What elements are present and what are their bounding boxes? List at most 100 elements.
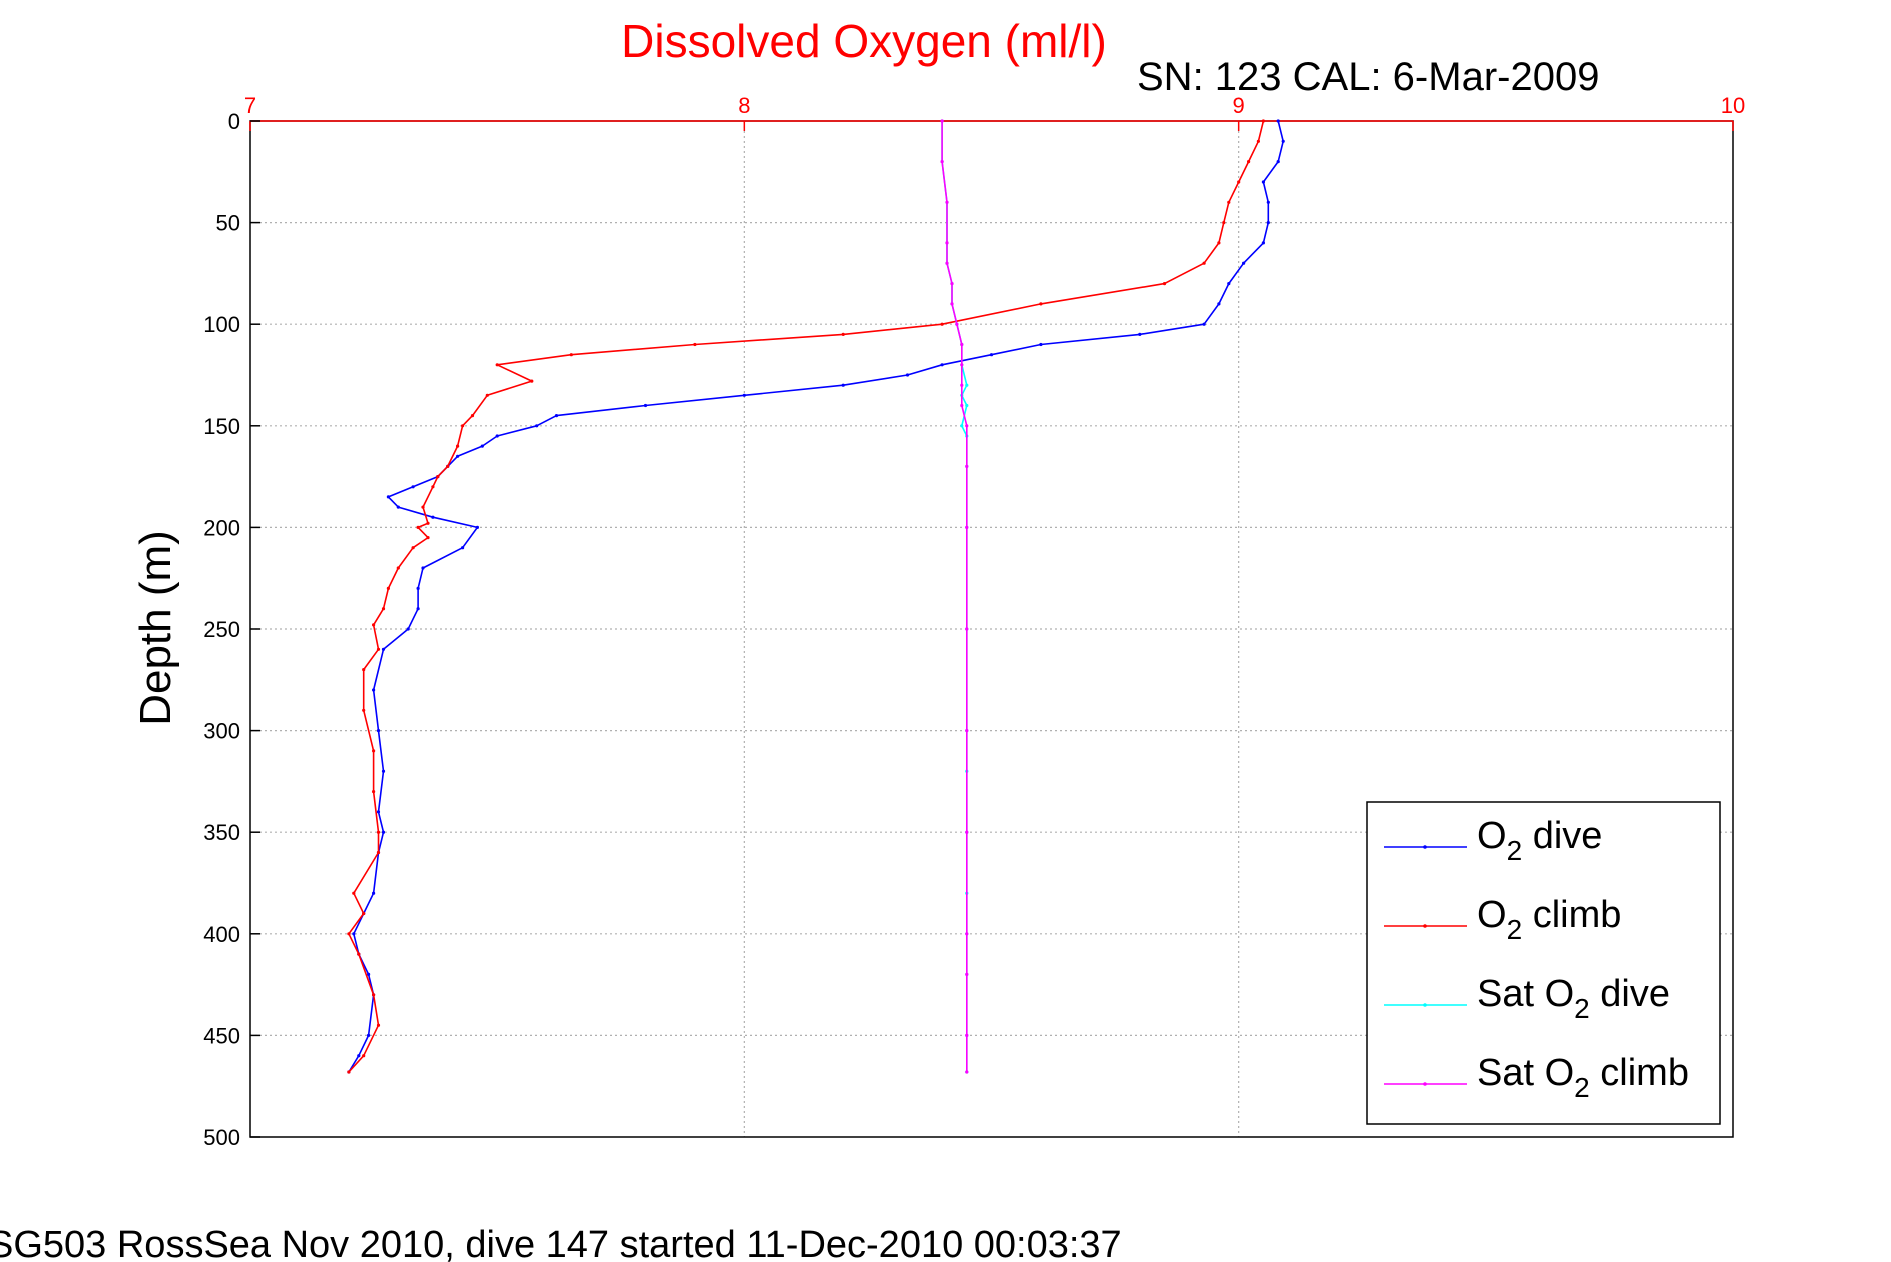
data-point	[376, 850, 381, 855]
data-point	[416, 525, 420, 530]
data-point	[376, 729, 381, 733]
y-tick-label: 100	[203, 312, 240, 337]
data-point	[960, 383, 964, 387]
data-point	[1261, 119, 1265, 123]
data-point	[940, 322, 944, 326]
data-point	[362, 911, 366, 916]
data-point	[386, 495, 390, 499]
legend-item: O2 climb	[1384, 894, 1621, 945]
data-point	[1039, 302, 1043, 306]
data-point	[1202, 322, 1206, 326]
y-tick-label: 150	[203, 414, 240, 439]
series-layer	[347, 119, 1285, 1074]
data-point	[1162, 282, 1167, 286]
data-point	[989, 353, 994, 357]
data-point	[376, 830, 381, 834]
x-tick-label: 7	[244, 93, 256, 118]
data-point	[965, 1033, 969, 1037]
data-point	[446, 464, 450, 468]
data-point	[456, 454, 460, 458]
data-point	[965, 972, 969, 977]
y-tick-label: 0	[228, 109, 240, 134]
data-point	[367, 1033, 371, 1037]
data-point	[1276, 119, 1280, 123]
data-point	[411, 485, 415, 489]
data-point	[1138, 332, 1142, 336]
data-point	[1222, 221, 1226, 225]
data-point	[841, 332, 845, 336]
data-point	[1237, 180, 1241, 184]
data-point	[535, 424, 539, 428]
x-tick-label: 9	[1233, 93, 1245, 118]
data-point	[965, 403, 969, 408]
series-o2-dive	[347, 119, 1285, 1074]
data-point	[693, 342, 697, 347]
data-point	[461, 546, 465, 550]
data-point	[1256, 139, 1260, 143]
x-axis: 7 8 9 10	[244, 93, 1745, 131]
data-point	[362, 708, 366, 712]
data-point	[965, 383, 969, 387]
data-point	[960, 424, 964, 428]
data-point	[965, 627, 969, 631]
data-point	[1261, 180, 1265, 184]
y-tick-label: 250	[203, 617, 240, 642]
data-point	[372, 688, 376, 692]
data-point	[643, 403, 648, 408]
y-tick-label: 350	[203, 820, 240, 845]
data-point	[426, 536, 430, 540]
data-point	[396, 505, 400, 509]
data-point	[436, 475, 440, 479]
x-tick-label: 10	[1721, 93, 1745, 118]
data-point	[1039, 342, 1043, 347]
y-tick-label: 300	[203, 719, 240, 744]
data-point	[960, 403, 964, 408]
data-point	[569, 353, 573, 357]
data-point	[376, 647, 381, 651]
data-point	[372, 993, 376, 997]
data-point	[950, 282, 954, 286]
legend-marker	[1423, 1082, 1427, 1086]
data-point	[1202, 261, 1206, 265]
series-sat-o2-dive	[940, 119, 969, 1074]
data-point	[945, 200, 949, 204]
data-point	[426, 521, 430, 525]
data-point	[1281, 139, 1285, 143]
data-point	[1227, 200, 1231, 204]
data-point	[485, 393, 489, 397]
data-point	[940, 363, 944, 367]
data-point	[480, 444, 484, 448]
y-tick-label: 50	[216, 211, 240, 236]
data-point	[357, 1054, 361, 1058]
data-point	[411, 546, 415, 550]
legend-label: O2 climb	[1477, 894, 1621, 945]
legend-box	[1366, 801, 1721, 1125]
data-point	[431, 515, 435, 519]
data-point	[456, 444, 460, 448]
data-point	[381, 647, 386, 651]
data-point	[1227, 282, 1231, 286]
x-tick-label: 8	[738, 93, 750, 118]
series-o2-climb	[347, 119, 1265, 1074]
data-point	[1217, 241, 1221, 245]
legend-marker	[1423, 845, 1427, 849]
legend-label: Sat O2 dive	[1477, 973, 1670, 1024]
data-point	[495, 363, 499, 367]
data-point	[421, 505, 425, 509]
legend-marker	[1423, 1003, 1427, 1007]
y-tick-label: 200	[203, 515, 240, 540]
legend: O2 dive O2 climb Sat O2 dive Sat O2 climb	[1366, 801, 1721, 1125]
data-point	[386, 586, 390, 591]
chart-title: Dissolved Oxygen (ml/l)	[621, 15, 1107, 67]
data-point	[965, 830, 969, 834]
data-point	[955, 322, 959, 326]
data-point	[950, 302, 954, 306]
data-point	[1242, 261, 1246, 265]
data-point	[376, 1023, 381, 1027]
chart-subtitle: SN: 123 CAL: 6-Mar-2009	[1137, 55, 1599, 99]
legend-item: Sat O2 climb	[1384, 1052, 1689, 1103]
y-tick-label: 400	[203, 922, 240, 947]
data-point	[1266, 221, 1270, 225]
series-sat-o2-climb	[940, 119, 969, 1074]
